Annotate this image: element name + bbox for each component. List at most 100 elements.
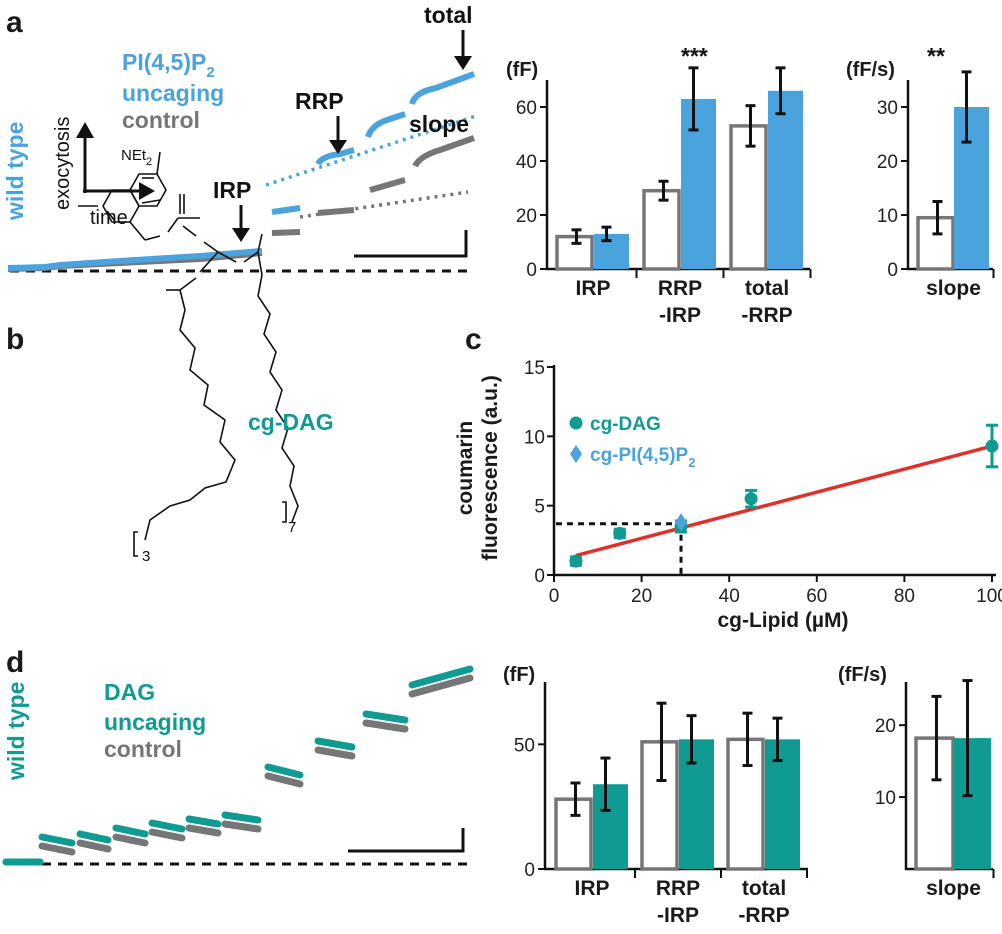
c-ytick-label: 5 <box>534 497 545 518</box>
chem-net-text: NEt <box>121 147 147 164</box>
a-bars-bar-uncaging <box>681 98 716 270</box>
a-bars-bar-control <box>729 124 768 271</box>
wild-type-label-d: wild type <box>3 682 29 781</box>
d-trace-control-segment <box>185 824 222 837</box>
chem-sub-7: 7 <box>288 519 296 536</box>
c-legend-marker-pip2 <box>570 445 582 463</box>
legend-pip2-sub: 2 <box>206 64 214 81</box>
d-bars-category-label: -IRP <box>657 904 699 927</box>
bracket-3 <box>133 531 138 557</box>
bond <box>106 210 116 222</box>
bond <box>257 251 263 276</box>
bond <box>217 251 237 263</box>
time-arrow-head <box>139 182 155 200</box>
c-xtick-label: 100 <box>976 586 1002 607</box>
d-trace-control-segment <box>112 833 149 847</box>
d-trace-control-segment <box>408 674 474 698</box>
c-ylabel-line1: coumarin <box>454 421 477 516</box>
d-bars-bar-control <box>726 737 765 871</box>
control-trace-seg3 <box>369 177 406 193</box>
chem-net2: NEt2 <box>121 147 152 168</box>
d-trace-dag-segment <box>185 815 222 828</box>
bond <box>203 241 219 253</box>
legend-dag: DAG <box>104 679 155 705</box>
a-slope-ytick-label: 30 <box>877 98 898 119</box>
d-slope-category-label: slope <box>926 877 981 900</box>
annotation-rrp: RRP <box>295 88 344 114</box>
bracket-7 <box>282 501 287 523</box>
control-trace-seg1 <box>271 229 301 236</box>
c-ytick-label: 10 <box>524 427 545 448</box>
chart-c-scatter: 0 20 40 60 80 100 0 5 10 15 cg-Lipid (µM) coumarinf… <box>454 358 1002 632</box>
d-trace-dag-segment <box>362 710 409 724</box>
a-bars-bar-uncaging <box>768 90 803 269</box>
c-point-cg-dag <box>985 439 999 453</box>
pip2-trace-seg1 <box>271 205 301 215</box>
a-slope-ytick-label: 20 <box>877 152 898 173</box>
d-slope-bar-control <box>914 736 955 871</box>
cg-dag-label: cg-DAG <box>248 409 334 435</box>
pip2-slope-line <box>265 114 477 187</box>
legend-uncaging: uncaging <box>122 80 224 106</box>
arrow-irp-head <box>232 228 250 242</box>
a-bars-ytick-label: 20 <box>516 206 537 227</box>
a-bars-bar-control <box>555 234 594 271</box>
c-xtick-label: 80 <box>894 586 915 607</box>
d-trace-control-segment <box>221 820 262 833</box>
d-trace-dag-segment <box>314 737 356 751</box>
d-trace-dag-segment <box>76 830 112 844</box>
bond <box>144 235 161 241</box>
d-bars-bar-control <box>554 797 593 871</box>
chart-d-slope: 10 20 slope <box>875 679 995 900</box>
a-bars-ytick-label: 0 <box>526 260 537 281</box>
d-bars-bar-control <box>640 740 679 871</box>
legend-pip2-name: PI(4,5)P <box>122 49 206 75</box>
c-legend-label-pip2: cg-PI(4,5)P2 <box>590 445 695 470</box>
bond-n <box>156 151 161 175</box>
bond <box>179 289 186 311</box>
d-slope-bar-uncaging <box>954 738 991 869</box>
d-trace-control-segment <box>264 772 304 788</box>
coumarin-pyrone-ring <box>102 189 140 223</box>
c-point-cg-dag <box>744 492 758 506</box>
bond <box>179 277 197 291</box>
a-bars-category-label: -RRP <box>741 304 792 327</box>
d-slope-ytick-label: 10 <box>875 788 896 809</box>
annotation-slope: slope <box>409 111 469 137</box>
a-bars-category-label: RRP <box>658 277 702 300</box>
scale-bar-d <box>348 828 465 853</box>
unit-d-slope: (fF/s) <box>838 664 887 686</box>
c-fit-line <box>575 444 993 558</box>
unit-a-bars: (fF) <box>506 59 538 81</box>
c-point-cg-pip2 <box>675 513 688 532</box>
linoleoyl-chain <box>144 309 236 541</box>
axis-exocytosis-label: exocytosis <box>52 117 74 210</box>
c-point-cg-dag <box>569 554 583 568</box>
annotation-irp: IRP <box>213 177 251 203</box>
d-trace-dag-segment <box>112 824 149 838</box>
a-slope-category-label: slope <box>926 277 981 300</box>
c-xtick-label: 60 <box>806 586 827 607</box>
c-point-cg-dag <box>613 526 627 540</box>
d-bars-category-label: -RRP <box>738 904 789 927</box>
bond <box>141 199 161 204</box>
a-slope-ytick-label: 0 <box>887 260 898 281</box>
c-xtick-label: 0 <box>549 586 560 607</box>
a-bars-category-label: total <box>745 277 789 300</box>
c-legend-marker-dag <box>569 416 583 430</box>
a-slope-bar-uncaging <box>954 107 989 269</box>
c-ylabel-line2: fluorescence (a.u.) <box>479 375 502 561</box>
d-trace-control-segment <box>148 828 186 842</box>
d-bars-ytick-label: 50 <box>514 735 535 756</box>
d-trace-dag-segment <box>221 811 262 824</box>
pip2-trace-seg4 <box>409 71 476 105</box>
scale-bar-a <box>354 230 468 258</box>
c-legend-label-dag: cg-DAG <box>590 414 661 435</box>
a-bars-ytick-label: 60 <box>516 98 537 119</box>
panel-label-a: a <box>6 6 23 39</box>
d-bars-ytick-label: 0 <box>524 860 535 881</box>
wild-type-label-a: wild type <box>2 122 28 221</box>
annotation-total: total <box>424 2 473 28</box>
legend-dag-uncaging: uncaging <box>104 709 206 735</box>
